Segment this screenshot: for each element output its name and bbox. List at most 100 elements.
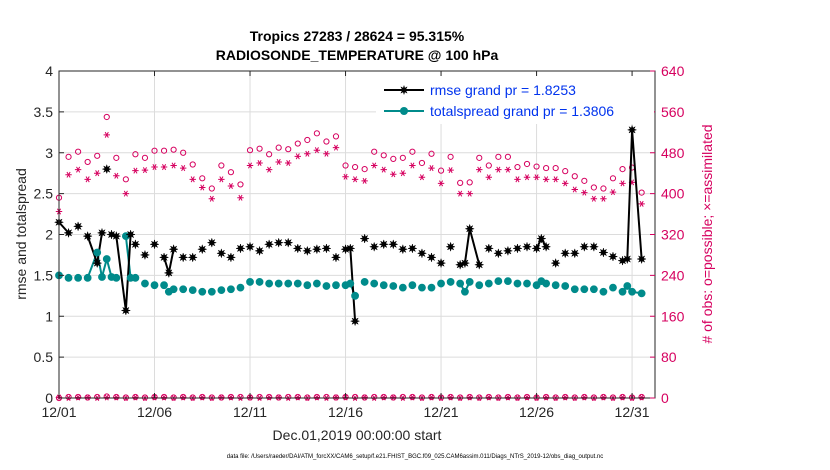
obs-possible-point <box>65 153 72 160</box>
totalspread-point <box>542 279 551 288</box>
obs-assimilated-low-point <box>409 394 416 401</box>
totalspread-point <box>456 279 465 288</box>
totalspread-point <box>236 283 245 292</box>
obs-possible-point <box>447 153 454 160</box>
obs-possible-low-point <box>160 393 168 401</box>
rmse-point <box>473 259 485 271</box>
totalspread-point <box>370 279 379 288</box>
obs-assimilated-point <box>218 176 225 183</box>
obs-assimilated-low-point <box>179 394 187 401</box>
obs-possible-low-point <box>237 393 244 401</box>
obs-possible-point <box>495 153 502 160</box>
rmse-point <box>426 252 437 263</box>
obs-assimilated-point <box>638 200 645 207</box>
y-axis-right-label: # of obs: o=possible; ×=assimilated <box>699 124 715 343</box>
totalspread-point <box>351 291 359 300</box>
rmse-point <box>292 243 304 254</box>
obs-possible-low-point <box>600 393 607 401</box>
rmse-point <box>139 249 151 261</box>
totalspread-point <box>98 273 106 281</box>
obs-assimilated-point <box>141 167 149 174</box>
obs-possible-low-point <box>543 393 550 401</box>
obs-possible-low-point <box>103 393 110 400</box>
obs-possible-point <box>266 151 273 158</box>
obs-assimilated-point <box>514 176 521 183</box>
obs-assimilated-low-point <box>638 394 645 401</box>
obs-possible-low-point <box>94 393 101 401</box>
obs-possible-point <box>313 130 320 137</box>
obs-possible-low-point <box>485 393 492 401</box>
obs-assimilated-point <box>122 190 130 197</box>
obs-assimilated-low-point <box>581 394 588 401</box>
rmse-point <box>416 248 428 259</box>
y-tick-label: 2 <box>45 227 53 243</box>
obs-assimilated-point <box>74 166 82 173</box>
obs-possible-point <box>141 154 149 161</box>
y-axis-left: 0 0.5 1 1.5 2 2.5 3 3.5 4 <box>34 63 64 406</box>
obs-possible-point <box>619 166 626 173</box>
rmse-point <box>225 252 237 263</box>
totalspread-point <box>461 287 469 296</box>
totalspread-point <box>322 282 331 290</box>
rmse-series <box>53 124 647 327</box>
obs-assimilated-point <box>428 165 435 172</box>
rmse-point <box>569 248 581 259</box>
obs-assimilated-point <box>113 172 120 179</box>
totalspread-point <box>160 281 168 290</box>
totalspread-point <box>332 281 340 290</box>
totalspread-point <box>551 281 560 290</box>
obs-possible-low-point <box>65 393 72 401</box>
obs-assimilated-point <box>476 166 483 173</box>
totalspread-point <box>408 281 417 290</box>
y-tick-label: 0.5 <box>34 349 54 365</box>
y-right-tick-label: 80 <box>661 349 677 365</box>
legend-rmse-star <box>398 84 410 96</box>
rmse-point <box>622 253 633 265</box>
rmse-point <box>158 252 170 263</box>
x-tick-label: 12/26 <box>519 404 554 420</box>
obs-assimilated-low-point <box>380 394 387 401</box>
totalspread-point <box>83 273 92 282</box>
y-right-tick-label: 640 <box>661 63 685 79</box>
legend-box <box>376 76 654 124</box>
obs-possible-low-point <box>180 393 187 401</box>
obs-assimilated-low-point <box>294 394 301 401</box>
rmse-point <box>149 239 160 250</box>
rmse-point <box>359 233 370 244</box>
totalspread-point <box>465 278 474 286</box>
obs-assimilated-point <box>380 166 387 173</box>
obs-assimilated-point <box>399 170 407 177</box>
obs-assimilated-low-point <box>199 394 206 401</box>
rmse-point <box>168 243 179 255</box>
obs-assimilated-low-point <box>227 394 235 401</box>
obs-assimilated-low-point <box>542 394 550 401</box>
rmse-point <box>550 257 561 269</box>
obs-possible-low-point <box>170 394 177 401</box>
obs-assimilated-point <box>590 195 598 202</box>
obs-possible-low-point <box>75 393 82 401</box>
rmse-point <box>636 253 647 265</box>
obs-possible-low-point <box>562 393 569 401</box>
rmse-point <box>598 247 609 258</box>
obs-assimilated-low-point <box>160 394 168 401</box>
obs-possible-low-point <box>256 393 263 401</box>
obs-assimilated-point <box>265 166 273 173</box>
rmse-point <box>502 245 514 257</box>
obs-assimilated-low-point <box>466 394 473 401</box>
x-axis-label: Dec.01,2019 00:00:00 start <box>273 427 442 443</box>
y-tick-label: 0 <box>45 390 53 406</box>
obs-assimilated-point <box>418 174 426 181</box>
totalspread-point <box>618 287 627 296</box>
obs-assimilated-point <box>304 150 311 157</box>
obs-assimilated-point <box>495 166 502 173</box>
rmse-point <box>302 245 313 257</box>
totalspread-point <box>446 278 455 286</box>
rmse-point <box>263 239 275 250</box>
obs-assimilated-low-point <box>218 394 225 401</box>
y-right-tick-label: 560 <box>661 104 685 120</box>
obs-possible-point <box>151 147 158 154</box>
obs-possible-low-point <box>409 393 416 401</box>
rmse-point <box>540 241 552 253</box>
obs-possible-point <box>351 163 359 171</box>
obs-possible-point <box>342 162 349 169</box>
